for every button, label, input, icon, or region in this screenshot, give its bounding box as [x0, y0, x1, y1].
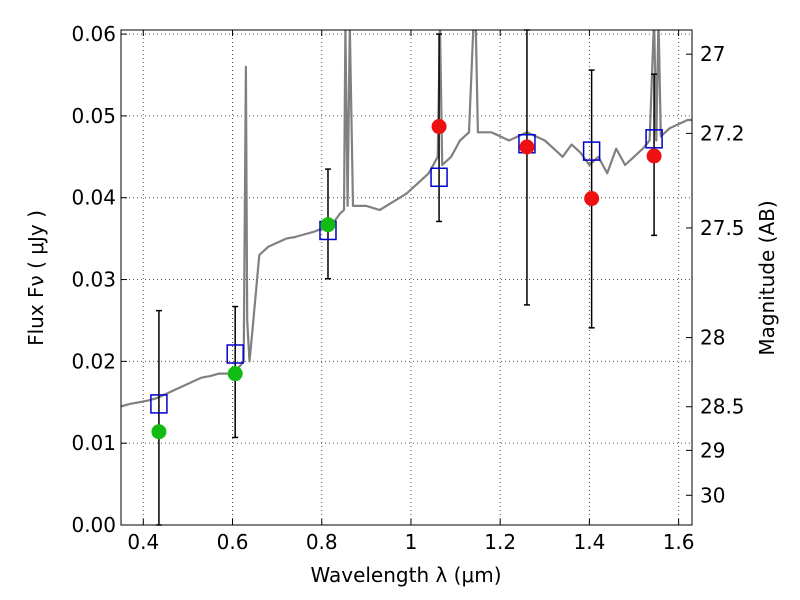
y-tick-label: 0.04 [71, 186, 116, 210]
y2-tick-label: 28 [700, 326, 725, 350]
y2-tick-label: 30 [700, 483, 725, 507]
ticks: 0.4 0.6 0.8 1 1.2 1.4 1.6 0.00 0.01 0.02 0.03 0.04 0… [71, 22, 744, 554]
x-tick-label: 1 [405, 530, 418, 554]
y2-axis-label: Magnitude (AB) [755, 200, 779, 355]
nir-flux-point [584, 191, 600, 207]
y-axis-label: Flux Fν ( μJy ) [24, 210, 48, 346]
model-flux-square [226, 344, 244, 364]
model-spectrum-line [121, 30, 692, 408]
plot-area [121, 30, 692, 408]
x-axis-label: Wavelength λ (μm) [310, 563, 501, 587]
x-tick-label: 1.4 [573, 530, 605, 554]
y-tick-label: 0.00 [71, 513, 116, 537]
y2-tick-label: 28.5 [700, 395, 745, 419]
x-tick-label: 1.6 [663, 530, 695, 554]
y2-tick-label: 27 [700, 42, 725, 66]
x-tick-label: 0.4 [127, 530, 159, 554]
y2-tick-label: 29 [700, 438, 725, 462]
x-tick-label: 0.8 [306, 530, 338, 554]
optical-flux-point [151, 424, 167, 440]
model-flux-square [582, 141, 601, 161]
grid [121, 30, 692, 526]
nir-flux-point [519, 139, 535, 155]
y2-tick-label: 27.5 [700, 216, 745, 240]
x-tick-label: 1.2 [484, 530, 516, 554]
model-flux-square [430, 167, 448, 188]
y-tick-label: 0.02 [71, 349, 116, 373]
optical-flux-point [227, 366, 243, 382]
markers [150, 29, 663, 526]
nir-flux-point [646, 148, 662, 164]
y-tick-label: 0.03 [71, 268, 116, 292]
y-tick-label: 0.01 [71, 431, 116, 455]
y-tick-label: 0.05 [71, 104, 116, 128]
optical-flux-point [320, 217, 336, 233]
nir-flux-point [431, 119, 447, 135]
model-flux-square [150, 394, 168, 414]
y2-tick-label: 27.2 [700, 121, 745, 145]
x-tick-label: 0.6 [217, 530, 249, 554]
model-flux-square [645, 129, 663, 149]
plot-frame [120, 29, 693, 526]
y-tick-label: 0.06 [71, 22, 116, 46]
